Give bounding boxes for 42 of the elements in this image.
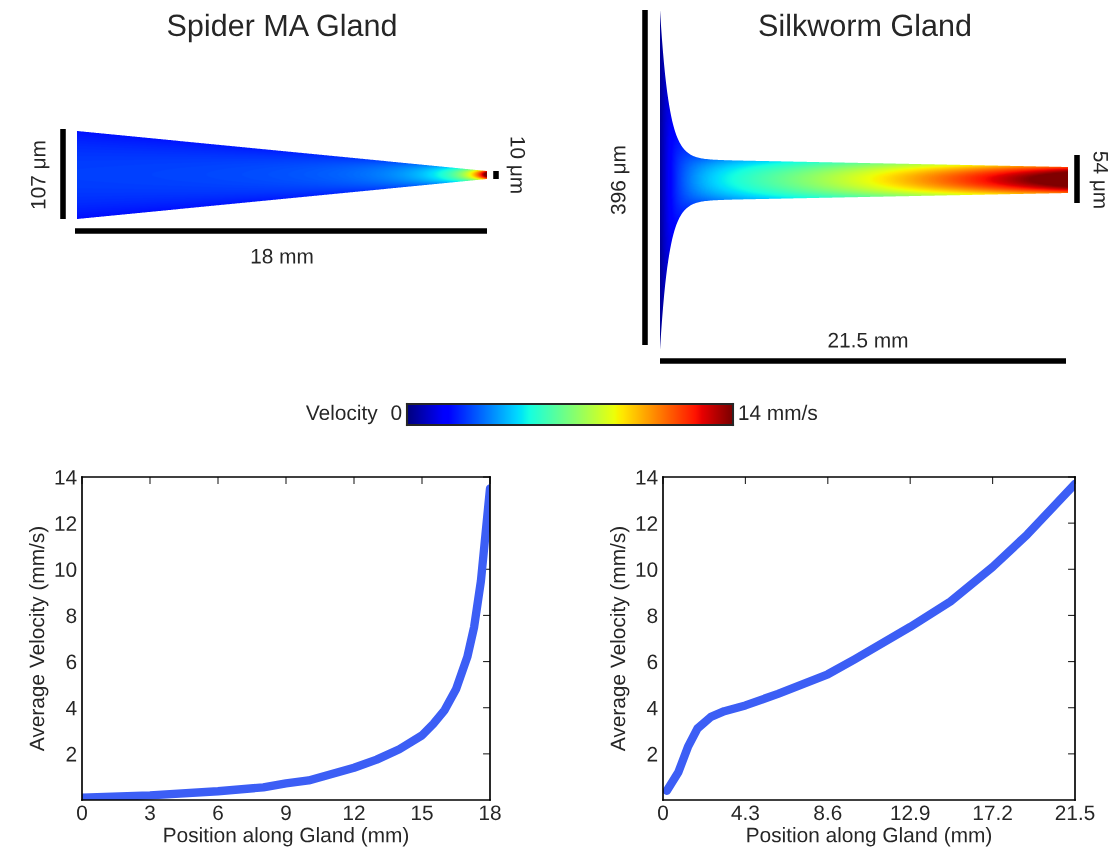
y-tick-label: 8 (647, 608, 658, 624)
y-axis-title: Average Velocity (mm/s) (28, 527, 49, 752)
x-axis-title: Position along Gland (mm) (747, 827, 992, 847)
x-tick-label: 9 (281, 805, 291, 821)
y-tick-label: 6 (66, 654, 77, 670)
text: Silkworm Gland (759, 13, 971, 37)
y-tick-label: 8 (66, 608, 77, 624)
y-tick-label: 14 (636, 470, 658, 485)
text: 396 μm (610, 146, 630, 215)
y-tick-label: 12 (636, 516, 658, 531)
y-tick-label: 2 (66, 746, 77, 762)
x-tick-label: 12.9 (891, 805, 930, 821)
x-tick-label: 0 (77, 805, 87, 821)
x-tick-label: 0 (658, 805, 668, 821)
text: 18 mm (251, 248, 313, 264)
text: 54 μm (1089, 151, 1108, 208)
y-tick-label: 10 (636, 562, 658, 578)
text: 0 (391, 405, 402, 421)
text: 14 mm/s (739, 404, 818, 421)
x-tick-label: 12 (344, 805, 365, 820)
y-tick-label: 14 (55, 470, 77, 485)
x-tick-label: 3 (145, 805, 155, 821)
y-tick-label: 4 (66, 700, 77, 716)
text: 21.5 mm (828, 332, 908, 348)
x-tick-label: 21.5 (1055, 805, 1095, 821)
y-tick-label: 10 (55, 562, 77, 578)
y-axis-title: Average Velocity (mm/s) (609, 527, 630, 752)
x-tick-label: 18 (480, 805, 501, 821)
x-tick-label: 15 (412, 805, 433, 821)
x-tick-label: 8.6 (814, 805, 842, 821)
x-tick-label: 6 (213, 805, 223, 821)
text: 10 μm (506, 137, 526, 193)
text: Velocity (305, 404, 378, 425)
x-axis-title: Position along Gland (mm) (164, 827, 409, 847)
y-tick-label: 2 (647, 746, 658, 762)
x-tick-label: 17.2 (973, 805, 1012, 820)
y-tick-label: 12 (55, 516, 77, 531)
y-tick-label: 4 (647, 700, 658, 716)
x-tick-label: 4.3 (731, 805, 759, 821)
y-tick-label: 6 (647, 654, 658, 670)
text: 107 μm (30, 141, 50, 209)
text: Spider MA Gland (167, 13, 396, 43)
